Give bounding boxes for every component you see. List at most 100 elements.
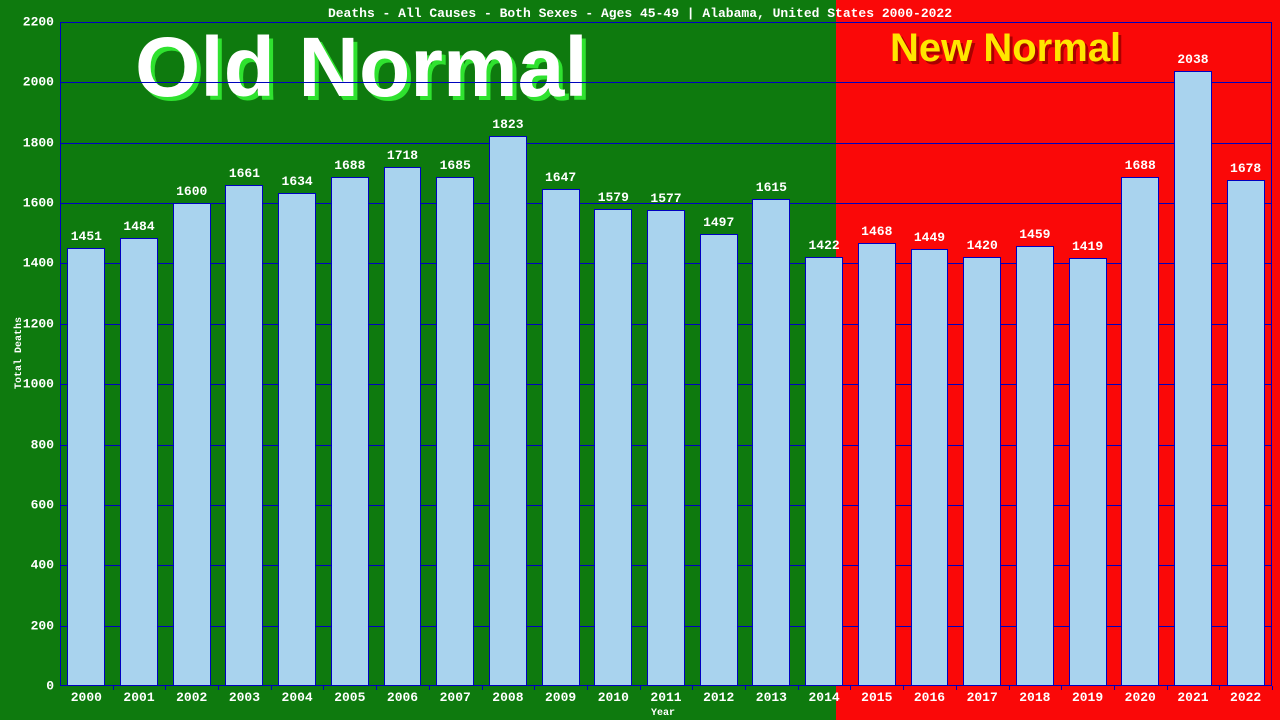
x-tick-label: 2005: [334, 690, 365, 705]
bar-value-label: 1451: [71, 229, 102, 244]
x-tick-label: 2008: [492, 690, 523, 705]
bar: [1069, 258, 1107, 686]
y-tick-label: 1200: [23, 316, 54, 331]
x-tick-label: 2013: [756, 690, 787, 705]
bar: [647, 210, 685, 686]
x-tick-mark: [1272, 686, 1273, 690]
x-tick-label: 2018: [1019, 690, 1050, 705]
bar-value-label: 1688: [1125, 158, 1156, 173]
bar: [805, 257, 843, 686]
x-tick-mark: [482, 686, 483, 690]
bar-value-label: 1419: [1072, 239, 1103, 254]
x-tick-label: 2011: [650, 690, 681, 705]
bar: [489, 136, 527, 686]
x-tick-label: 2015: [861, 690, 892, 705]
x-tick-label: 2007: [440, 690, 471, 705]
bar-value-label: 1449: [914, 230, 945, 245]
x-tick-mark: [165, 686, 166, 690]
bar-value-label: 1422: [808, 238, 839, 253]
x-tick-label: 2006: [387, 690, 418, 705]
y-tick-label: 2200: [23, 15, 54, 30]
x-tick-label: 2001: [123, 690, 154, 705]
x-tick-label: 2009: [545, 690, 576, 705]
bar-value-label: 1615: [756, 180, 787, 195]
y-tick-label: 600: [31, 497, 54, 512]
bar-value-label: 1634: [282, 174, 313, 189]
x-axis-label: Year: [651, 708, 675, 719]
y-axis-label: Total Deaths: [14, 317, 25, 389]
y-tick-label: 200: [31, 618, 54, 633]
bar-value-label: 1600: [176, 184, 207, 199]
x-tick-mark: [1219, 686, 1220, 690]
x-tick-mark: [956, 686, 957, 690]
x-tick-mark: [850, 686, 851, 690]
y-gridline: [60, 143, 1272, 144]
x-tick-mark: [903, 686, 904, 690]
y-tick-label: 400: [31, 558, 54, 573]
bar-value-label: 1577: [650, 191, 681, 206]
bar: [542, 189, 580, 686]
x-tick-label: 2019: [1072, 690, 1103, 705]
x-tick-label: 2010: [598, 690, 629, 705]
x-tick-mark: [271, 686, 272, 690]
x-tick-mark: [1114, 686, 1115, 690]
bar: [1174, 71, 1212, 686]
bar-value-label: 1420: [967, 238, 998, 253]
y-tick-label: 800: [31, 437, 54, 452]
x-tick-mark: [218, 686, 219, 690]
bar: [331, 177, 369, 686]
bar-value-label: 1579: [598, 190, 629, 205]
chart-stage: Deaths - All Causes - Both Sexes - Ages …: [0, 0, 1280, 720]
bar: [911, 249, 949, 686]
x-tick-mark: [113, 686, 114, 690]
bar: [1121, 177, 1159, 686]
bar-value-label: 1661: [229, 166, 260, 181]
x-tick-mark: [376, 686, 377, 690]
y-tick-label: 1000: [23, 377, 54, 392]
y-tick-label: 1800: [23, 135, 54, 150]
x-tick-label: 2022: [1230, 690, 1261, 705]
x-tick-mark: [1167, 686, 1168, 690]
bar-value-label: 1468: [861, 224, 892, 239]
x-tick-label: 2021: [1177, 690, 1208, 705]
x-tick-mark: [323, 686, 324, 690]
y-gridline: [60, 82, 1272, 83]
bar-value-label: 1718: [387, 148, 418, 163]
bar: [700, 234, 738, 686]
y-tick-label: 1600: [23, 196, 54, 211]
x-tick-mark: [692, 686, 693, 690]
bar-value-label: 1497: [703, 215, 734, 230]
x-tick-mark: [1061, 686, 1062, 690]
bar-value-label: 1678: [1230, 161, 1261, 176]
x-tick-label: 2020: [1125, 690, 1156, 705]
bar-value-label: 1459: [1019, 227, 1050, 242]
x-tick-mark: [798, 686, 799, 690]
bar: [225, 185, 263, 686]
x-tick-mark: [534, 686, 535, 690]
y-tick-label: 0: [46, 679, 54, 694]
bar: [1227, 180, 1265, 686]
y-tick-label: 1400: [23, 256, 54, 271]
x-tick-label: 2016: [914, 690, 945, 705]
bar-value-label: 1647: [545, 170, 576, 185]
bar: [120, 238, 158, 686]
x-tick-label: 2003: [229, 690, 260, 705]
bar: [963, 257, 1001, 686]
bar: [1016, 246, 1054, 686]
bar-value-label: 1688: [334, 158, 365, 173]
bar: [384, 167, 422, 686]
x-tick-label: 2000: [71, 690, 102, 705]
bar: [67, 248, 105, 686]
bar-value-label: 1484: [123, 219, 154, 234]
bar: [278, 193, 316, 686]
bar-value-label: 2038: [1177, 52, 1208, 67]
bar-value-label: 1823: [492, 117, 523, 132]
x-tick-label: 2002: [176, 690, 207, 705]
x-tick-mark: [745, 686, 746, 690]
x-tick-mark: [640, 686, 641, 690]
bar: [752, 199, 790, 686]
x-tick-label: 2014: [808, 690, 839, 705]
bar: [594, 209, 632, 686]
x-tick-label: 2012: [703, 690, 734, 705]
bar: [173, 203, 211, 686]
